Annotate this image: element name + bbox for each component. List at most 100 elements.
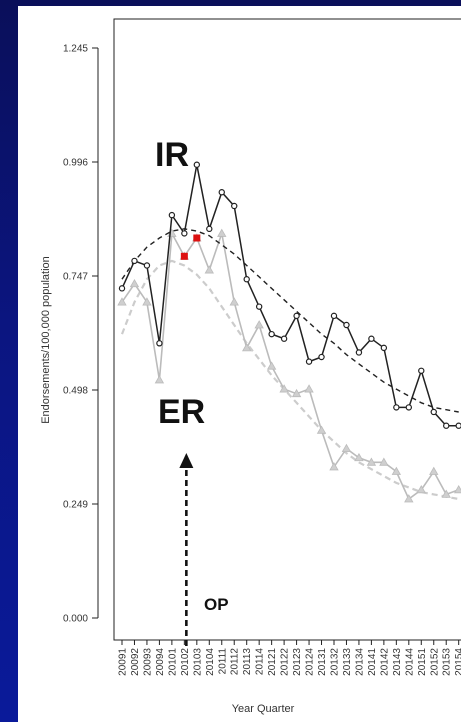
er-point xyxy=(329,462,339,471)
x-tick-label: 20142 xyxy=(379,648,390,676)
er-point xyxy=(379,457,389,466)
x-tick-label: 20101 xyxy=(167,648,178,676)
x-tick-label: 20111 xyxy=(217,648,228,675)
er-point xyxy=(416,485,426,494)
ir-point xyxy=(181,230,188,237)
ir-point xyxy=(206,225,213,233)
x-tick-label: 20092 xyxy=(130,648,141,676)
ir-trend-line xyxy=(121,228,459,413)
er-point xyxy=(279,384,289,393)
ir-point xyxy=(393,404,400,411)
ir-point xyxy=(143,262,151,269)
ir-point xyxy=(218,189,225,196)
ir-point xyxy=(455,422,461,429)
er-point xyxy=(117,297,127,306)
x-tick-label: 20122 xyxy=(280,648,291,676)
plot-frame xyxy=(113,18,461,641)
op-label: OP xyxy=(204,595,229,614)
ir-point xyxy=(193,161,201,168)
ir-point xyxy=(305,358,313,365)
ir-point xyxy=(443,422,450,429)
y-axis-title: Endorsements/100,000 population xyxy=(40,256,52,424)
er-point xyxy=(242,343,252,352)
x-tick-label: 20114 xyxy=(255,648,266,676)
x-tick-label: 20134 xyxy=(354,648,365,676)
ir-series-line xyxy=(121,164,459,427)
y-tick-label: 0.000 xyxy=(63,614,88,625)
er-point xyxy=(404,494,414,503)
ir-point xyxy=(405,404,413,411)
ir-point xyxy=(168,211,176,219)
y-tick-label: 0.249 xyxy=(63,500,88,511)
er-point xyxy=(304,384,314,393)
x-tick-label: 20141 xyxy=(367,648,378,676)
x-tick-label: 20091 xyxy=(118,648,129,676)
ir-point xyxy=(418,367,425,374)
er-point xyxy=(354,452,364,462)
ir-point xyxy=(293,312,300,320)
er-trend-line xyxy=(120,259,459,501)
ir-point xyxy=(231,202,238,210)
er-point xyxy=(391,466,402,475)
er-point xyxy=(254,320,264,329)
red-marker xyxy=(180,252,188,260)
er-point xyxy=(229,297,239,306)
ir-point xyxy=(280,335,288,342)
x-tick-label: 20093 xyxy=(142,648,153,676)
x-tick-label: 20121 xyxy=(267,648,278,676)
red-marker xyxy=(193,234,201,242)
er-point xyxy=(142,297,152,306)
ir-point xyxy=(368,335,375,342)
y-tick-label: 0.996 xyxy=(63,158,88,169)
x-tick-label: 20124 xyxy=(305,648,316,676)
er-point xyxy=(204,265,214,274)
er-point xyxy=(316,425,327,434)
chart-panel: 1.245 0.996 0.747 0.498 0.249 0.000 20091 2009… xyxy=(18,6,461,722)
x-axis-title: Year Quarter xyxy=(232,703,295,715)
y-tick-label: 0.747 xyxy=(63,272,88,283)
y-tick-label: 1.245 xyxy=(63,44,88,55)
x-tick-label: 20113 xyxy=(242,648,253,676)
er-series-line xyxy=(121,230,459,501)
x-tick-label: 20102 xyxy=(180,648,191,676)
er-point xyxy=(129,278,140,288)
er-point xyxy=(429,466,439,475)
ir-point xyxy=(118,285,126,292)
er-point xyxy=(217,228,227,237)
ir-point xyxy=(380,344,388,352)
x-tick-label: 20153 xyxy=(442,648,453,676)
ir-point xyxy=(330,312,338,320)
er-point xyxy=(291,388,302,398)
x-tick-label: 20094 xyxy=(155,648,166,676)
er-point xyxy=(266,361,277,370)
er-point xyxy=(366,457,377,466)
ir-point xyxy=(343,321,350,329)
ir-label: IR xyxy=(155,136,189,174)
x-tick-label: 20151 xyxy=(417,648,428,676)
ir-point xyxy=(156,340,163,347)
er-label: ER xyxy=(158,393,205,431)
er-point xyxy=(454,485,461,494)
er-point xyxy=(341,443,352,453)
x-tick-label: 20154 xyxy=(454,648,461,676)
x-tick-label: 20152 xyxy=(429,648,440,676)
x-tick-label: 20112 xyxy=(230,648,241,676)
ir-point xyxy=(243,276,250,283)
y-tick-label: 0.498 xyxy=(63,386,88,397)
ir-point xyxy=(355,349,363,356)
op-arrow-head xyxy=(179,453,194,468)
er-point xyxy=(441,489,451,498)
x-tick-label: 20103 xyxy=(192,648,203,676)
ir-point xyxy=(255,303,263,310)
x-tick-label: 20143 xyxy=(392,648,403,676)
ir-point xyxy=(131,257,138,265)
ir-point xyxy=(430,408,437,416)
ir-point xyxy=(318,353,325,361)
er-point xyxy=(154,375,165,384)
x-tick-label: 20123 xyxy=(292,648,303,676)
x-tick-label: 20131 xyxy=(317,648,328,676)
ir-point xyxy=(268,330,275,338)
x-tick-label: 20132 xyxy=(329,648,340,676)
x-tick-label: 20104 xyxy=(205,648,216,676)
